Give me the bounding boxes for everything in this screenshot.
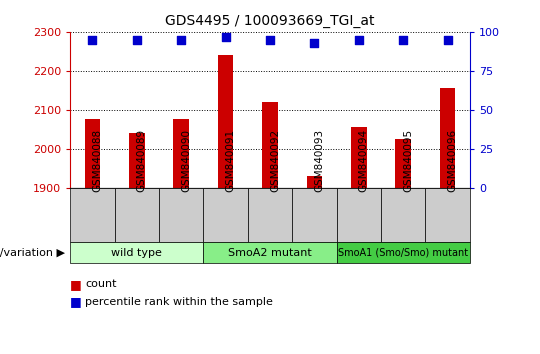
Text: ■: ■ <box>70 278 82 291</box>
Point <box>266 37 274 42</box>
Point <box>88 37 97 42</box>
FancyBboxPatch shape <box>336 242 470 263</box>
Text: SmoA1 (Smo/Smo) mutant: SmoA1 (Smo/Smo) mutant <box>338 248 468 258</box>
Point <box>443 37 452 42</box>
FancyBboxPatch shape <box>426 188 470 242</box>
Text: GSM840092: GSM840092 <box>270 129 280 192</box>
Text: GSM840096: GSM840096 <box>448 129 457 192</box>
FancyBboxPatch shape <box>381 188 426 242</box>
Text: percentile rank within the sample: percentile rank within the sample <box>85 297 273 307</box>
Point <box>221 34 230 39</box>
Text: GSM840091: GSM840091 <box>226 129 235 192</box>
Text: GSM840090: GSM840090 <box>181 129 191 192</box>
Text: SmoA2 mutant: SmoA2 mutant <box>228 248 312 258</box>
Bar <box>351 127 367 188</box>
Text: wild type: wild type <box>111 248 162 258</box>
FancyBboxPatch shape <box>70 242 204 263</box>
Bar <box>395 139 411 188</box>
Text: GSM840088: GSM840088 <box>92 129 103 192</box>
Bar <box>262 102 278 188</box>
FancyBboxPatch shape <box>292 188 336 242</box>
Text: GSM840093: GSM840093 <box>314 129 325 192</box>
Bar <box>173 120 189 188</box>
Point <box>177 37 186 42</box>
Text: GSM840089: GSM840089 <box>137 129 147 192</box>
Point <box>310 40 319 46</box>
Text: genotype/variation ▶: genotype/variation ▶ <box>0 248 65 258</box>
FancyBboxPatch shape <box>159 188 204 242</box>
Bar <box>85 120 100 188</box>
Text: GSM840095: GSM840095 <box>403 129 413 192</box>
FancyBboxPatch shape <box>336 188 381 242</box>
Text: ■: ■ <box>70 296 82 308</box>
FancyBboxPatch shape <box>248 188 292 242</box>
Bar <box>218 55 233 188</box>
FancyBboxPatch shape <box>204 188 248 242</box>
Bar <box>307 176 322 188</box>
FancyBboxPatch shape <box>70 188 114 242</box>
Point <box>132 37 141 42</box>
Text: GSM840094: GSM840094 <box>359 129 369 192</box>
Point <box>399 37 408 42</box>
Point <box>354 37 363 42</box>
Text: count: count <box>85 279 117 289</box>
Title: GDS4495 / 100093669_TGI_at: GDS4495 / 100093669_TGI_at <box>165 14 375 28</box>
Bar <box>129 133 145 188</box>
FancyBboxPatch shape <box>114 188 159 242</box>
FancyBboxPatch shape <box>204 242 336 263</box>
Bar <box>440 88 455 188</box>
